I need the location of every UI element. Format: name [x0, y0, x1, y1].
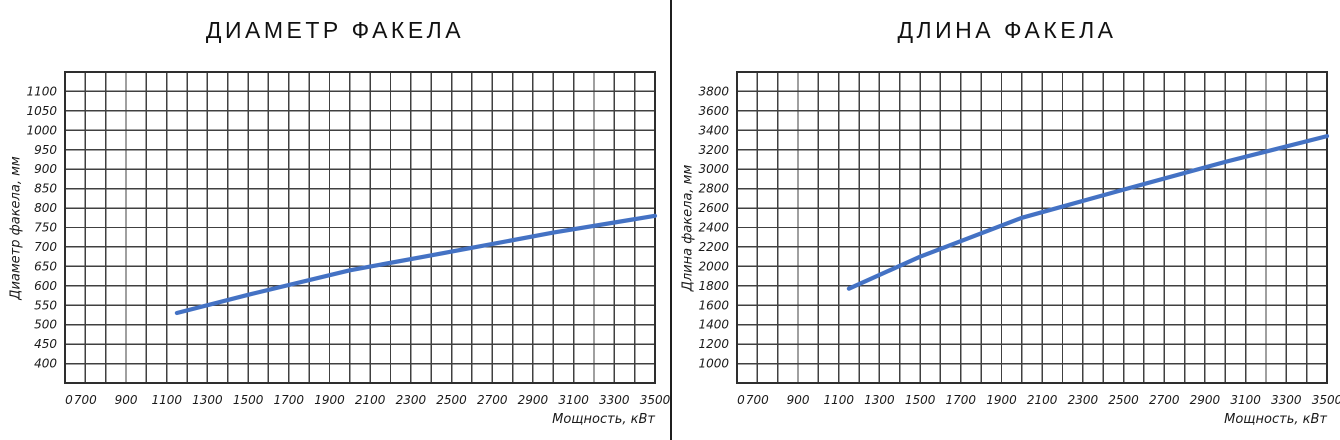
- x-tick-label: 3100: [558, 393, 589, 407]
- x-tick-label: 0: [737, 393, 745, 407]
- y-tick-label: 800: [34, 201, 57, 215]
- y-tick-label: 2200: [698, 240, 729, 254]
- x-tick-label: 900: [787, 393, 810, 407]
- x-tick-label: 2100: [1027, 393, 1058, 407]
- diameter-x-axis-label: Мощность, кВт: [552, 412, 655, 427]
- x-tick-label: 700: [746, 393, 769, 407]
- data-line: [174, 213, 658, 316]
- y-tick-label: 1100: [26, 84, 57, 98]
- y-tick-label: 3800: [698, 84, 729, 98]
- data-line: [846, 134, 1330, 291]
- x-tick-label: 2300: [396, 393, 427, 407]
- x-tick-label: 1700: [274, 393, 305, 407]
- grid: [65, 72, 655, 383]
- diameter-y-axis-label: Диаметр факела, мм: [8, 156, 24, 300]
- length-y-axis-label: Длина факела, мм: [680, 164, 696, 292]
- x-tick-label: 3100: [1230, 393, 1261, 407]
- length-chart-plot: 1000 1200 1400 1600 1800 2000 2200 2400 2600 2800…: [698, 71, 1340, 407]
- y-tick-label: 750: [34, 221, 57, 235]
- y-tick-label: 950: [34, 143, 57, 157]
- x-tick-label: 2500: [1108, 393, 1139, 407]
- x-tick-label: 2700: [477, 393, 508, 407]
- y-tick-label: 1000: [26, 123, 57, 137]
- y-tick-label: 2000: [698, 259, 729, 273]
- panel-divider: [670, 0, 672, 440]
- plot-border: [736, 71, 1328, 384]
- x-tick-label: 1500: [233, 393, 264, 407]
- y-tick-label: 550: [34, 298, 57, 312]
- x-tick-label: 3300: [599, 393, 630, 407]
- x-tick-label: 2700: [1149, 393, 1180, 407]
- y-tick-label: 850: [34, 182, 57, 196]
- x-tick-label: 1300: [864, 393, 895, 407]
- x-tick-label: 3300: [1271, 393, 1302, 407]
- y-tick-label: 500: [34, 318, 57, 332]
- x-tick-label: 2100: [355, 393, 386, 407]
- y-tick-label: 3400: [698, 123, 729, 137]
- length-x-axis-label: Мощность, кВт: [1224, 412, 1327, 427]
- y-tick-label: 700: [34, 240, 57, 254]
- y-tick-label: 1800: [698, 279, 729, 293]
- length-chart-title: ДЛИНА ФАКЕЛА: [897, 17, 1117, 43]
- x-tick-label: 1100: [823, 393, 854, 407]
- diameter-chart-plot: 400 450 500 550 600 650 700 750 800 850 900 950 1000…: [26, 71, 670, 407]
- y-tick-label: 3200: [698, 143, 729, 157]
- x-tick-label: 0: [65, 393, 73, 407]
- x-tick-label: 2300: [1068, 393, 1099, 407]
- x-tick-label: 3500: [1312, 393, 1340, 407]
- length-chart-panel: ДЛИНА ФАКЕЛА 1000 1200 1400 1600 1800 2000 220…: [672, 0, 1340, 440]
- x-tick-label: 1900: [986, 393, 1017, 407]
- y-tick-label: 3000: [698, 162, 729, 176]
- plot-border: [64, 71, 656, 384]
- y-tick-label: 1400: [698, 318, 729, 332]
- y-tick-label: 600: [34, 279, 57, 293]
- diameter-chart-panel: ДИАМЕТР ФАКЕЛА 400 450 500 550 600 650 700 750 8…: [8, 17, 671, 427]
- x-tick-label: 700: [74, 393, 97, 407]
- y-tick-label: 3600: [698, 104, 729, 118]
- x-tick-label: 2900: [518, 393, 549, 407]
- x-tick-label: 1500: [905, 393, 936, 407]
- y-tick-label: 1050: [26, 104, 57, 118]
- x-tick-label: 1100: [151, 393, 182, 407]
- x-tick-label: 2500: [436, 393, 467, 407]
- y-tick-label: 2400: [698, 221, 729, 235]
- y-tick-label: 1200: [698, 337, 729, 351]
- y-tick-label: 1000: [698, 357, 729, 371]
- x-tick-label: 2900: [1190, 393, 1221, 407]
- y-tick-label: 2600: [698, 201, 729, 215]
- x-tick-label: 1700: [946, 393, 977, 407]
- y-tick-label: 1600: [698, 298, 729, 312]
- x-tick-label: 1900: [314, 393, 345, 407]
- y-tick-label: 900: [34, 162, 57, 176]
- diameter-chart-title: ДИАМЕТР ФАКЕЛА: [205, 17, 465, 43]
- y-tick-label: 450: [34, 337, 57, 351]
- x-tick-label: 1300: [192, 393, 223, 407]
- y-tick-label: 400: [34, 357, 57, 371]
- x-tick-label: 900: [115, 393, 138, 407]
- x-tick-label: 3500: [640, 393, 670, 407]
- y-tick-label: 650: [34, 259, 57, 273]
- grid: [737, 72, 1327, 383]
- y-tick-label: 2800: [698, 182, 729, 196]
